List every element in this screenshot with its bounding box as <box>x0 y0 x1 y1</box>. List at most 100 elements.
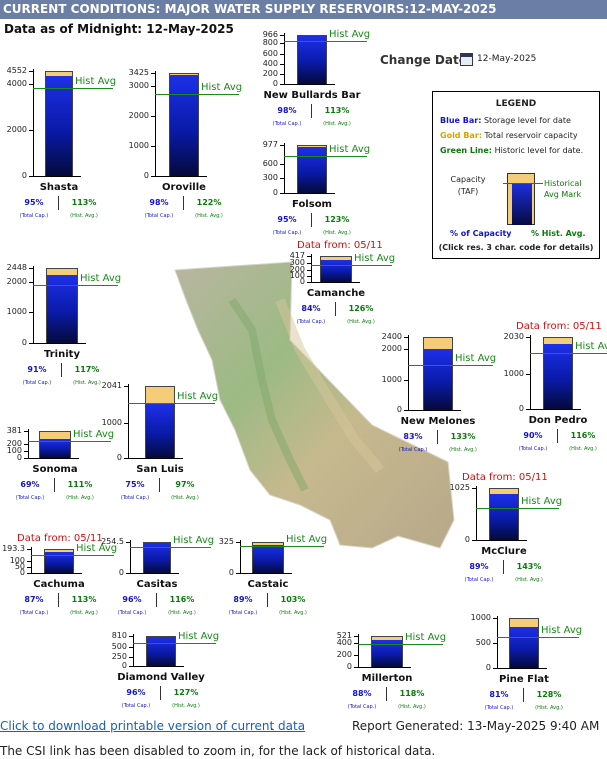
hist-avg-line <box>28 441 111 442</box>
reservoir-name[interactable]: San Luis <box>136 464 184 475</box>
storage-bar[interactable] <box>544 344 572 409</box>
y-tick <box>124 423 128 424</box>
y-tick-label: 100 <box>6 446 22 455</box>
reservoir-name[interactable]: Diamond Valley <box>117 672 205 683</box>
storage-bar[interactable] <box>147 637 175 666</box>
hist-avg-small-label: (Hist. Avg.) <box>168 610 196 616</box>
y-tick <box>404 349 408 350</box>
hist-avg-small-label: (Hist. Avg.) <box>323 121 351 127</box>
y-tick-label: 300 <box>289 258 305 267</box>
total-cap-label: (Total Cap.) <box>484 705 514 711</box>
total-cap-label: (Total Cap.) <box>19 610 49 616</box>
baseline <box>408 410 461 411</box>
hist-avg-small-label: (Hist. Avg.) <box>449 447 477 453</box>
y-tick-label: 200 <box>289 265 305 274</box>
reservoir-name[interactable]: Millerton <box>361 673 413 684</box>
storage-bar[interactable] <box>321 260 351 282</box>
reservoir-name[interactable]: Castaic <box>247 579 289 590</box>
y-tick <box>493 668 497 669</box>
y-tick <box>280 84 284 85</box>
reservoir-name[interactable]: Sonoma <box>32 464 78 475</box>
storage-bar[interactable] <box>424 349 452 410</box>
pct-hist-avg: 143% <box>516 562 542 571</box>
y-tick-label: 0 <box>346 662 352 671</box>
y-axis <box>128 384 129 458</box>
reservoir-name[interactable]: Don Pedro <box>528 415 588 426</box>
hist-avg-small-label: (Hist. Avg.) <box>171 495 199 501</box>
y-tick-label: 200 <box>336 650 352 659</box>
reservoir-name[interactable]: Shasta <box>39 182 79 193</box>
reservoir-name[interactable]: McClure <box>481 546 527 557</box>
download-link[interactable]: Click to download printable version of c… <box>0 719 306 733</box>
y-tick-label: 966 <box>262 30 278 39</box>
reservoir-name[interactable]: Casitas <box>136 579 178 590</box>
y-tick-label: 381 <box>6 426 22 435</box>
y-tick-label: 417 <box>289 251 305 260</box>
calendar-icon[interactable] <box>460 53 473 66</box>
report-generated: Report Generated: 13-May-2025 9:40 AM <box>352 719 600 733</box>
storage-bar[interactable] <box>298 147 326 193</box>
reservoir-name[interactable]: Cachuma <box>33 579 85 590</box>
pct-capacity: 96% <box>122 595 142 604</box>
storage-bar[interactable] <box>490 494 518 540</box>
storage-bar[interactable] <box>45 552 73 573</box>
y-tick-label: 300 <box>262 173 278 182</box>
y-tick <box>29 282 33 283</box>
y-tick-label: 0 <box>21 171 27 180</box>
y-tick-label: 200 <box>262 69 278 78</box>
storage-bar[interactable] <box>146 404 174 458</box>
total-cap-label: (Total Cap.) <box>144 213 174 219</box>
legend-title: LEGEND <box>495 99 537 109</box>
y-tick <box>354 643 358 644</box>
baseline <box>33 176 81 177</box>
hist-avg-label: Hist Avg <box>575 341 607 352</box>
total-cap-label: (Total Cap.) <box>19 213 49 219</box>
reservoir-name[interactable]: Trinity <box>44 349 80 360</box>
data-from-note: Data from: 05/11 <box>297 240 383 251</box>
y-tick <box>129 657 133 658</box>
storage-bar[interactable] <box>144 543 170 573</box>
hist-avg-small-label: (Hist. Avg.) <box>398 704 426 710</box>
baseline <box>284 193 335 194</box>
csi-note: The CSI link has been disabled to zoom i… <box>0 744 436 758</box>
hist-avg-label: Hist Avg <box>76 543 118 554</box>
hist-avg-label: Hist Avg <box>521 496 563 507</box>
pct-hist-avg: 113% <box>71 595 97 604</box>
baseline <box>130 573 179 574</box>
reservoir-name[interactable]: Oroville <box>162 182 206 193</box>
y-tick <box>27 567 31 568</box>
y-tick-label: 100 <box>9 556 25 565</box>
baseline <box>133 666 184 667</box>
reservoir-name[interactable]: New Bullards Bar <box>263 90 361 101</box>
reservoir-name[interactable]: Pine Flat <box>499 674 549 685</box>
reservoir-name[interactable]: New Melones <box>400 416 476 427</box>
storage-bar[interactable] <box>47 275 77 343</box>
pct-hist-avg: 117% <box>74 365 100 374</box>
y-tick <box>27 573 31 574</box>
y-tick <box>280 178 284 179</box>
y-tick-label: 250 <box>111 652 127 661</box>
y-tick-label: 500 <box>475 638 491 647</box>
storage-bar[interactable] <box>510 627 538 668</box>
storage-bar[interactable] <box>298 36 326 84</box>
reservoir-name[interactable]: Camanche <box>306 288 366 299</box>
hist-avg-label: Hist Avg <box>177 391 219 402</box>
y-tick <box>29 71 33 72</box>
storage-bar[interactable] <box>40 439 70 458</box>
map-land <box>174 261 455 549</box>
storage-bar[interactable] <box>46 76 72 176</box>
pct-capacity: 88% <box>352 689 372 698</box>
y-tick <box>126 542 130 543</box>
pct-hist-avg: 118% <box>399 689 425 698</box>
legend-click-note: (Click res. 3 char. code for details) <box>438 243 594 252</box>
total-cap-label: (Total Cap.) <box>272 230 302 236</box>
storage-bar[interactable] <box>170 75 198 176</box>
storage-bar[interactable] <box>253 545 283 573</box>
baseline <box>128 458 183 459</box>
change-date-value[interactable]: 12-May-2025 <box>477 54 537 64</box>
legend-blue-bar <box>512 183 532 225</box>
y-tick <box>24 431 28 432</box>
y-tick <box>151 176 155 177</box>
y-tick <box>151 73 155 74</box>
reservoir-name[interactable]: Folsom <box>292 199 332 210</box>
